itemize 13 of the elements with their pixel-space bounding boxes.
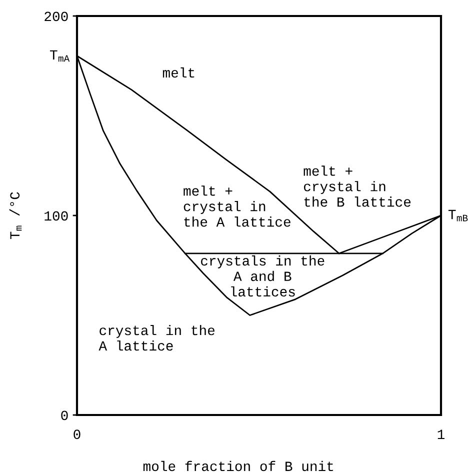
annotation: melt + crystal in the A lattice [184, 186, 290, 227]
y-axis-title: T$_{m}$ /°C [9, 192, 22, 240]
annotation: T$_{mB}$ [448, 210, 468, 222]
annotation: crystal in the A lattice [98, 324, 214, 351]
annotation: melt [162, 67, 194, 78]
annotation: melt + crystal in the B lattice [304, 166, 411, 207]
annotation: crystals in the A and B lattices [201, 255, 324, 297]
x-tick-label: 1 [438, 430, 444, 439]
x-axis-title: mole fraction of B unit [143, 460, 334, 472]
annotation: T$_{mA}$ [50, 50, 70, 62]
y-tick-label: 100 [44, 211, 68, 221]
y-tick-label: 200 [44, 12, 68, 22]
y-tick-label: 0 [61, 410, 68, 420]
